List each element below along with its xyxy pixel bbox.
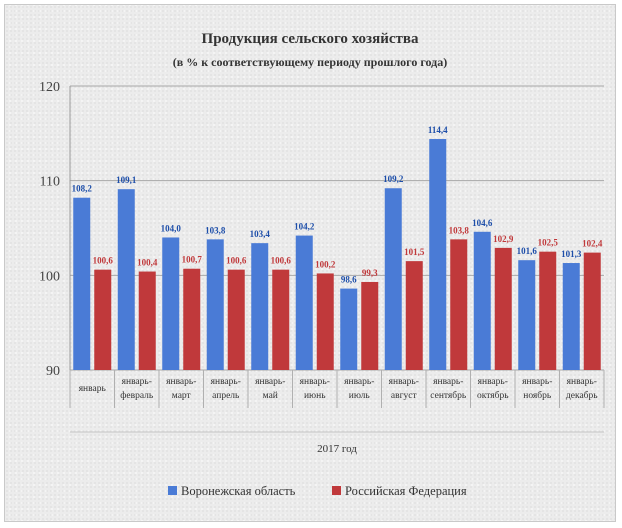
data-label-voronezh: 103,8 [205, 225, 226, 235]
legend-label-russia: Российская Федерация [345, 484, 467, 498]
data-label-russia: 102,4 [582, 239, 603, 249]
bar-voronezh [384, 188, 402, 370]
legend-swatch-russia [332, 486, 341, 495]
data-label-voronezh: 104,0 [161, 223, 182, 233]
data-label-voronezh: 103,4 [250, 229, 271, 239]
x-tick-label: январь-июль [344, 377, 374, 401]
bar-voronezh [73, 197, 91, 370]
data-label-russia: 102,9 [493, 234, 514, 244]
legend-label-voronezh: Воронежская область [181, 484, 296, 498]
bar-russia [138, 271, 156, 370]
data-label-russia: 101,5 [404, 247, 425, 257]
bar-russia [272, 269, 290, 370]
bar-voronezh [340, 288, 358, 370]
data-label-voronezh: 98,6 [341, 275, 357, 285]
data-label-voronezh: 104,6 [472, 218, 493, 228]
data-label-russia: 100,2 [315, 259, 336, 269]
bar-voronezh [562, 263, 580, 370]
bar-voronezh [473, 231, 491, 370]
data-label-russia: 100,6 [226, 256, 247, 266]
x-tick-label: январь-июнь [300, 377, 330, 401]
data-label-russia: 100,6 [93, 256, 114, 266]
data-label-russia: 100,6 [271, 256, 292, 266]
bar-voronezh [162, 237, 180, 370]
bar-russia [227, 269, 245, 370]
bar-russia [94, 269, 112, 370]
data-label-russia: 99,3 [362, 268, 378, 278]
bar-russia [494, 247, 512, 370]
data-label-voronezh: 101,3 [561, 249, 582, 259]
bar-russia [539, 251, 557, 370]
data-label-voronezh: 108,2 [72, 184, 93, 194]
x-tick-label: январь-апрель [211, 377, 241, 401]
data-label-voronezh: 109,1 [116, 175, 137, 185]
chart-subtitle: (в % к соответствующему периоду прошлого… [172, 55, 448, 69]
data-label-russia: 100,7 [182, 255, 203, 265]
y-tick-label: 110 [40, 175, 60, 190]
bar-russia [316, 273, 334, 370]
data-label-voronezh: 109,2 [383, 174, 404, 184]
x-tick-label: январь-декабрь [566, 377, 598, 401]
x-tick-label: январь-сентябрь [430, 377, 467, 401]
y-tick-label: 100 [39, 269, 60, 284]
bar-russia [361, 281, 379, 370]
bar-voronezh [117, 189, 135, 370]
data-label-voronezh: 104,2 [294, 222, 315, 232]
data-label-voronezh: 101,6 [517, 246, 538, 256]
bar-voronezh [518, 260, 536, 370]
bar-voronezh [206, 239, 224, 370]
x-tick-label: январь-февраль [120, 377, 154, 401]
x-axis-label: 2017 год [317, 443, 357, 455]
bar-russia [583, 252, 601, 370]
bar-russia [450, 239, 468, 370]
x-tick-label: январь-октябрь [477, 377, 509, 401]
data-label-russia: 102,5 [538, 238, 559, 248]
chart-title: Продукция сельского хозяйства [201, 31, 419, 47]
data-label-russia: 100,4 [137, 258, 158, 268]
data-label-voronezh: 114,4 [428, 125, 448, 135]
legend-swatch-voronezh [168, 486, 177, 495]
bar-voronezh [295, 235, 313, 370]
x-tick-label: январь-март [166, 377, 196, 401]
y-tick-label: 120 [39, 80, 60, 95]
bar-voronezh [251, 243, 269, 370]
bar-russia [405, 261, 423, 370]
x-tick-label: январь-май [255, 377, 285, 401]
y-tick-label: 90 [46, 364, 60, 379]
x-tick-label: январь [79, 384, 107, 394]
x-tick-label: январь-ноябрь [522, 377, 552, 401]
bar-voronezh [429, 139, 447, 370]
bar-russia [183, 268, 201, 370]
x-tick-label: январь-август [389, 377, 419, 401]
data-label-russia: 103,8 [449, 225, 470, 235]
